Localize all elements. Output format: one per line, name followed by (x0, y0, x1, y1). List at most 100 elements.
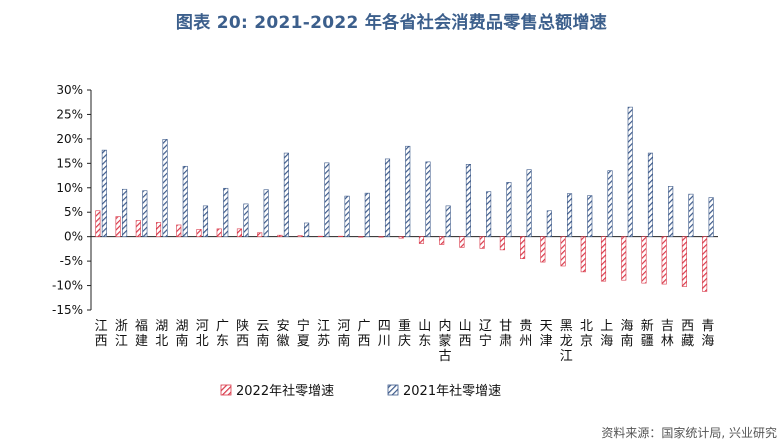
x-tick-label-17: 内蒙古 (438, 318, 451, 364)
y-tick-label: 0% (64, 230, 83, 244)
bar-2021-1 (122, 188, 128, 237)
bar-2022-21 (520, 236, 526, 259)
x-tick-label-7: 陕西 (236, 319, 249, 349)
bar-2022-6 (216, 228, 222, 237)
x-tick-label-23: 黑龙江 (560, 319, 573, 364)
bar-2021-26 (627, 106, 633, 237)
bar-2022-22 (540, 236, 546, 263)
x-tick-label-15: 重庆 (398, 318, 411, 349)
bar-2022-5 (196, 229, 202, 237)
bar-2022-17 (439, 236, 445, 245)
bar-2021-24 (587, 195, 593, 237)
bar-2021-25 (607, 170, 613, 237)
x-tick-label-12: 河南 (337, 319, 350, 349)
bar-2022-26 (621, 236, 627, 281)
x-tick-labels: 江西浙江福建湖北湖南河北广东陕西云南安徽宁夏江苏河南广西四川重庆山东内蒙古山西辽… (95, 318, 715, 364)
x-tick-label-10: 宁夏 (297, 318, 310, 349)
x-tick-label-27: 新疆 (641, 318, 654, 349)
bar-2021-11 (324, 162, 330, 237)
legend-label-1: 2021年社零增速 (403, 383, 501, 399)
bar-2021-4 (182, 165, 188, 237)
y-tick-label: 10% (56, 181, 83, 195)
bar-2022-27 (641, 236, 647, 284)
bar-2022-12 (338, 235, 344, 237)
legend-swatch-1 (387, 384, 399, 396)
bar-2022-4 (176, 224, 182, 237)
y-tick-label: 20% (56, 132, 83, 146)
bar-2022-8 (257, 232, 263, 237)
x-tick-label-20: 甘肃 (499, 319, 512, 349)
y-tick-label: -15% (52, 303, 83, 317)
bar-2022-24 (580, 236, 586, 273)
bar-2021-6 (223, 187, 229, 237)
chart-title: 图表 20: 2021-2022 年各省社会消费品零售总额增速 (175, 13, 608, 33)
bar-2022-1 (115, 216, 121, 237)
bar-2021-27 (647, 152, 654, 237)
x-tick-label-1: 浙江 (115, 319, 128, 349)
bar-2021-21 (526, 169, 532, 237)
source-note: 资料来源：国家统计局, 兴业研究 (601, 426, 777, 440)
x-tick-label-4: 湖南 (176, 319, 189, 349)
bar-2021-15 (405, 145, 411, 237)
x-tick-label-25: 上海 (600, 319, 613, 349)
bar-2022-30 (702, 236, 708, 292)
x-tick-label-19: 辽宁 (479, 319, 492, 349)
bar-2022-7 (236, 228, 242, 237)
bar-2022-19 (479, 236, 485, 249)
y-tick-label: -5% (60, 254, 83, 268)
bar-2021-0 (101, 149, 107, 237)
bar-2021-19 (486, 191, 492, 237)
x-tick-label-9: 安徽 (277, 319, 290, 349)
bar-2021-13 (364, 192, 370, 237)
bar-2021-8 (263, 189, 269, 237)
bar-2022-14 (378, 236, 384, 238)
bar-2022-20 (499, 236, 505, 251)
y-tick-label: -10% (52, 279, 83, 293)
x-tick-label-14: 四川 (378, 319, 391, 349)
bar-2021-16 (425, 161, 431, 237)
bar-2021-18 (465, 164, 471, 237)
x-tick-label-11: 江苏 (317, 319, 330, 349)
x-tick-label-30: 青海 (701, 319, 714, 349)
bar-2022-18 (459, 236, 465, 248)
x-tick-label-26: 海南 (620, 319, 633, 349)
x-tick-label-28: 吉林 (661, 319, 674, 349)
bar-2021-14 (384, 158, 391, 237)
bar-2021-23 (567, 193, 573, 237)
bar-2022-25 (600, 236, 607, 282)
x-tick-label-21: 贵州 (519, 319, 532, 349)
bar-2021-12 (344, 195, 350, 237)
bar-2022-3 (155, 222, 162, 237)
bar-2021-17 (445, 205, 451, 237)
bar-2021-22 (546, 210, 552, 237)
x-tick-label-13: 广西 (358, 319, 371, 349)
bar-2022-23 (560, 236, 566, 267)
bar-2022-10 (297, 235, 303, 237)
bar-2021-7 (243, 203, 249, 237)
x-tick-label-6: 广东 (216, 319, 229, 349)
y-tick-label: 15% (56, 156, 83, 170)
bar-2021-2 (142, 190, 148, 237)
bar-2022-11 (317, 235, 323, 237)
bar-2022-28 (661, 236, 667, 285)
bar-2022-9 (277, 234, 283, 237)
x-tick-label-18: 山西 (459, 319, 472, 349)
bar-2022-2 (135, 220, 141, 237)
bar-2022-13 (358, 236, 364, 238)
legend-swatch-0 (220, 384, 232, 396)
x-tick-label-16: 山东 (418, 319, 431, 349)
bar-2021-20 (506, 182, 512, 237)
x-tick-label-8: 云南 (256, 319, 269, 349)
bar-2021-3 (162, 139, 168, 237)
y-tick-label: 25% (56, 107, 83, 121)
legend-label-0: 2022年社零增速 (236, 383, 334, 399)
axes: 30% 25% 20% 15% 10% 5% 0% -5% -10% -15% (52, 83, 718, 317)
bar-2022-0 (95, 210, 101, 237)
x-tick-label-3: 湖北 (155, 319, 168, 349)
x-tick-label-5: 河北 (196, 319, 209, 349)
x-tick-label-2: 福建 (135, 319, 148, 349)
bar-2021-28 (668, 186, 674, 237)
y-tick-label: 5% (64, 205, 83, 219)
bars (95, 106, 714, 292)
